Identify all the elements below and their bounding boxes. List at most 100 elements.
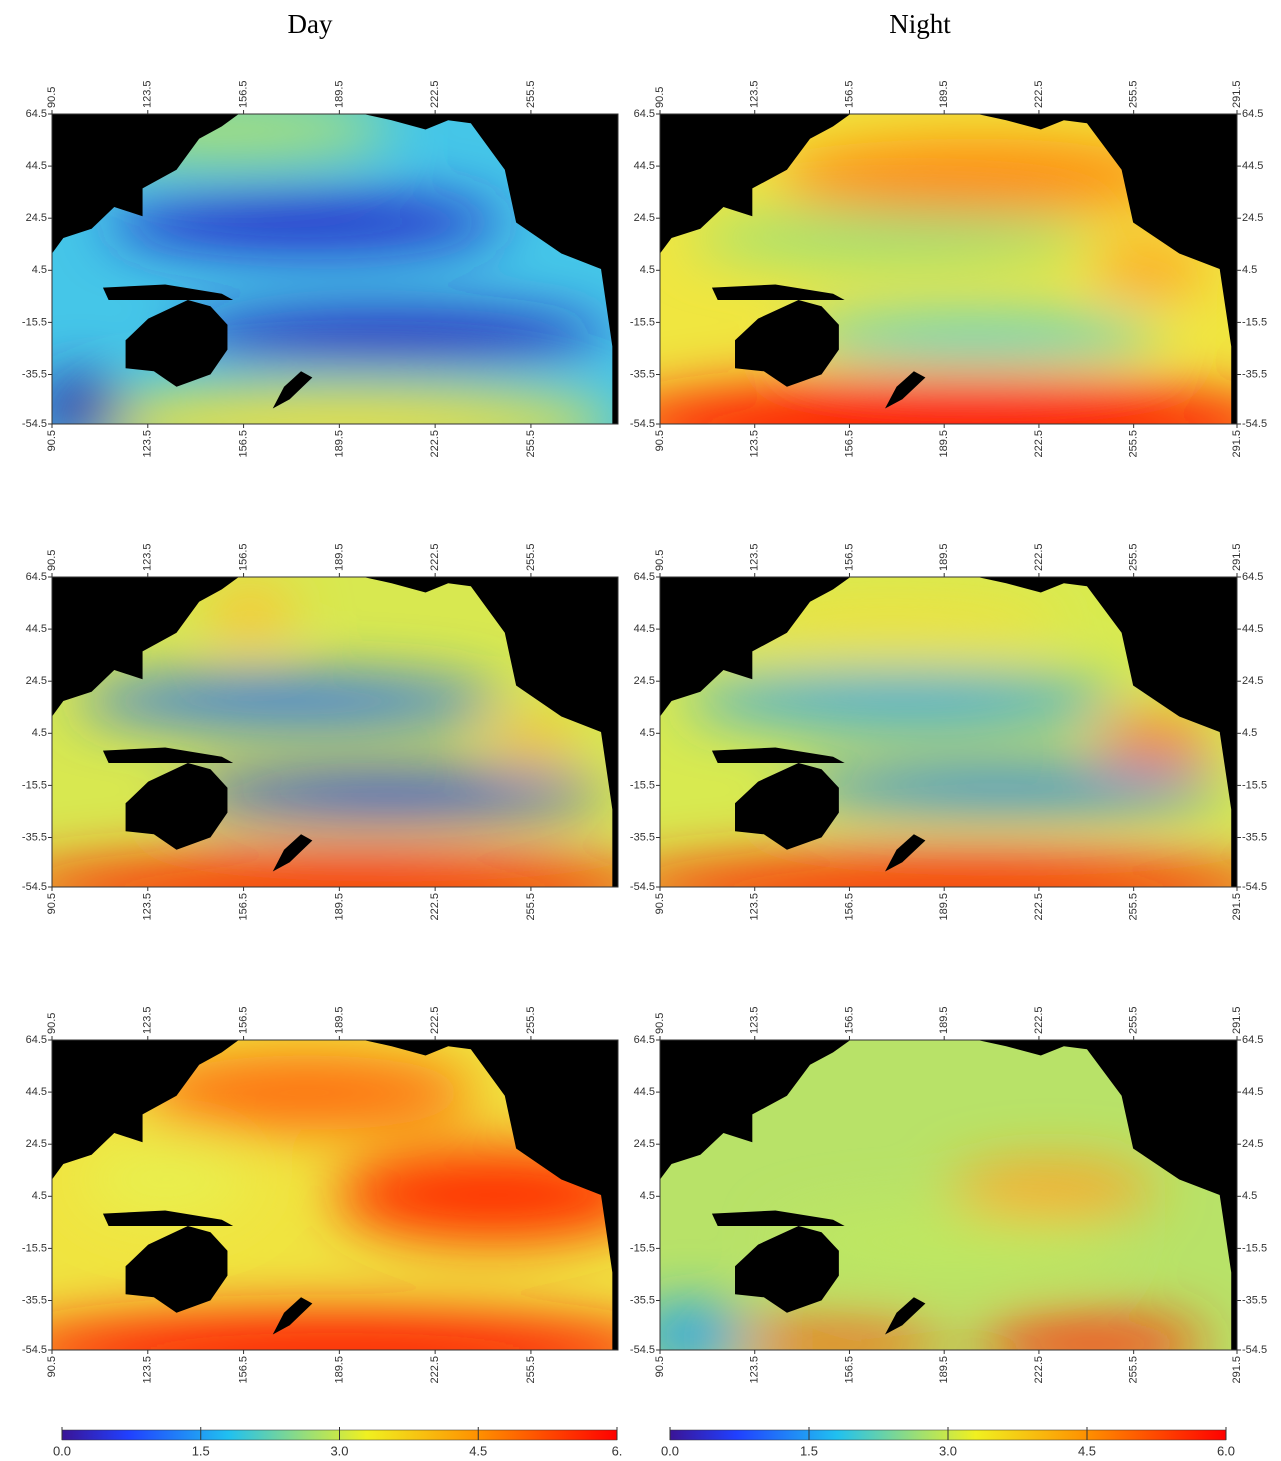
y-tick-label: -35.5 [630, 1294, 655, 1306]
y-tick-label: -54.5 [1242, 881, 1267, 893]
x-tick-label: 291.5 [1231, 1356, 1243, 1384]
x-tick-label: 291.5 [1231, 430, 1243, 458]
land [660, 114, 851, 254]
land [272, 834, 313, 872]
land [272, 1297, 313, 1335]
x-tick-label: 156.5 [237, 430, 249, 458]
y-tick-label: 44.5 [26, 623, 47, 635]
x-tick-label: 123.5 [142, 1356, 154, 1384]
x-tick-label: 90.5 [654, 550, 666, 571]
field [660, 598, 1237, 887]
y-tick-label: -35.5 [22, 1294, 47, 1306]
land [711, 284, 845, 300]
x-tick-label: 123.5 [142, 1006, 154, 1034]
y-tick-label: -35.5 [1242, 831, 1267, 843]
field-blob [74, 676, 505, 726]
land [102, 1210, 234, 1226]
field [52, 1055, 618, 1350]
y-tick-label: 4.5 [640, 1190, 655, 1202]
field-blob [52, 386, 618, 424]
colorbar-tick-label: 1.5 [800, 1443, 818, 1458]
x-tick-label: 90.5 [654, 1013, 666, 1034]
x-tick-label: 222.5 [429, 430, 441, 458]
x-tick-label: 222.5 [1033, 893, 1045, 921]
x-tick-label: 90.5 [46, 87, 58, 108]
x-tick-label: 222.5 [1033, 80, 1045, 108]
x-tick-label: 255.5 [1128, 1356, 1140, 1384]
field-blob [52, 856, 618, 887]
map-panel [660, 577, 1237, 887]
y-tick-label: 4.5 [640, 264, 655, 276]
y-tick-label: -54.5 [22, 1344, 47, 1356]
colorbar-tick-label: 3.0 [330, 1443, 348, 1458]
x-tick-label: 156.5 [843, 1006, 855, 1034]
field-blob [176, 772, 607, 816]
land [977, 1040, 1237, 1350]
field-blob [660, 380, 1237, 424]
y-tick-label: 64.5 [1242, 108, 1263, 120]
map-panel [660, 1040, 1237, 1350]
frame [51, 1039, 619, 1351]
x-tick-label: 222.5 [429, 1356, 441, 1384]
y-tick-label: -35.5 [22, 368, 47, 380]
x-tick-label: 189.5 [333, 80, 345, 108]
x-tick-label: 156.5 [843, 543, 855, 571]
x-tick-label: 90.5 [46, 430, 58, 451]
land [363, 577, 618, 887]
x-tick-label: 255.5 [525, 543, 537, 571]
field-blob [52, 1312, 618, 1350]
x-tick-label: 255.5 [525, 1006, 537, 1034]
y-tick-label: 4.5 [32, 727, 47, 739]
x-tick-label: 156.5 [237, 80, 249, 108]
frame [659, 576, 1238, 888]
y-tick-label: 24.5 [26, 1138, 47, 1150]
x-tick-label: 90.5 [654, 893, 666, 914]
field-blob [176, 312, 607, 363]
map-panel [52, 577, 618, 887]
land [52, 1040, 239, 1180]
x-tick-label: 189.5 [938, 543, 950, 571]
land [711, 1210, 845, 1226]
x-tick-label: 222.5 [1033, 543, 1045, 571]
x-tick-label: 156.5 [843, 1356, 855, 1384]
y-tick-label: -15.5 [630, 316, 655, 328]
y-tick-label: -54.5 [22, 418, 47, 430]
x-tick-label: 255.5 [1128, 80, 1140, 108]
y-tick-label: -15.5 [1242, 1242, 1267, 1254]
field-blob [335, 1148, 618, 1242]
y-tick-label: -54.5 [630, 1344, 655, 1356]
land [125, 300, 228, 387]
land [363, 1040, 618, 1350]
column-title: Night [889, 9, 951, 39]
land [735, 763, 839, 850]
x-tick-label: 291.5 [1231, 80, 1243, 108]
y-tick-label: 44.5 [26, 1086, 47, 1098]
x-tick-label: 291.5 [1231, 1006, 1243, 1034]
field-blob [136, 1055, 477, 1130]
x-tick-label: 90.5 [46, 1356, 58, 1377]
map-panel [52, 114, 618, 424]
y-tick-label: 4.5 [32, 264, 47, 276]
y-tick-label: 24.5 [1242, 212, 1263, 224]
y-tick-label: -35.5 [1242, 368, 1267, 380]
y-tick-label: -54.5 [630, 881, 655, 893]
land [102, 284, 234, 300]
y-tick-label: -54.5 [630, 418, 655, 430]
y-tick-label: 44.5 [1242, 623, 1263, 635]
x-tick-label: 90.5 [46, 1013, 58, 1034]
land [885, 371, 926, 409]
field-blob [1092, 244, 1209, 294]
field-blob [786, 766, 1226, 810]
x-tick-label: 255.5 [1128, 430, 1140, 458]
y-tick-label: 24.5 [26, 675, 47, 687]
x-tick-label: 156.5 [237, 543, 249, 571]
land [735, 300, 839, 387]
y-tick-label: -35.5 [1242, 1294, 1267, 1306]
x-tick-label: 255.5 [1128, 543, 1140, 571]
field-blob [683, 676, 1122, 726]
x-tick-label: 123.5 [749, 1356, 761, 1384]
y-tick-label: -15.5 [22, 779, 47, 791]
y-tick-label: 64.5 [26, 108, 47, 120]
x-tick-label: 222.5 [429, 1006, 441, 1034]
